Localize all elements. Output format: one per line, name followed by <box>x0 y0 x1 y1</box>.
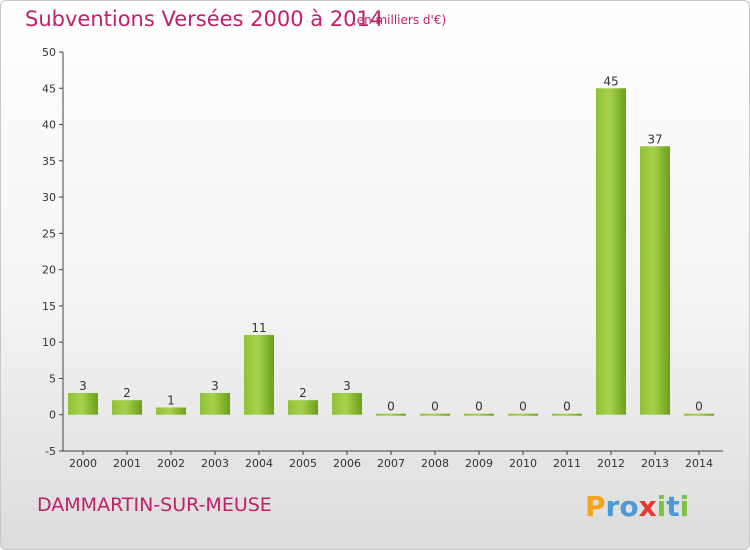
bar-2011 <box>552 413 582 416</box>
bar-2003 <box>200 392 230 415</box>
x-tick-label-2006: 2006 <box>333 457 361 470</box>
y-tick-label: 30 <box>42 191 56 204</box>
y-tick-label: 40 <box>42 119 56 132</box>
bar-2001 <box>112 400 142 415</box>
y-tick-label: 45 <box>42 82 56 95</box>
data-label-2008: 0 <box>431 400 439 414</box>
x-tick-label-2002: 2002 <box>157 457 185 470</box>
data-label-2007: 0 <box>387 400 395 414</box>
data-label-2002: 1 <box>167 393 175 407</box>
x-tick-label-2004: 2004 <box>245 457 273 470</box>
bar-2006 <box>332 392 362 415</box>
data-label-2014: 0 <box>695 400 703 414</box>
data-label-2013: 37 <box>647 132 662 146</box>
x-tick-label-2012: 2012 <box>597 457 625 470</box>
data-label-2003: 3 <box>211 379 219 393</box>
data-label-2001: 2 <box>123 386 131 400</box>
y-tick-label: 15 <box>42 300 56 313</box>
x-tick-label-2010: 2010 <box>509 457 537 470</box>
bar-2004 <box>244 334 274 415</box>
x-tick-label-2008: 2008 <box>421 457 449 470</box>
commune-name: DAMMARTIN-SUR-MEUSE <box>37 494 272 516</box>
x-tick-label-2000: 2000 <box>69 457 97 470</box>
data-label-2000: 3 <box>79 379 87 393</box>
y-tick-label: 35 <box>42 155 56 168</box>
x-tick-label-2003: 2003 <box>201 457 229 470</box>
bars <box>68 88 714 416</box>
y-tick-label: 50 <box>42 46 56 59</box>
labels: 3 2000 2 2001 1 2002 3 2003 11 2004 2 2005 3 2006 0 200… <box>69 74 713 470</box>
data-label-2005: 2 <box>299 386 307 400</box>
x-tick-label-2009: 2009 <box>465 457 493 470</box>
x-tick-label-2011: 2011 <box>553 457 581 470</box>
x-tick-label-2014: 2014 <box>685 457 713 470</box>
proxiti-logo: Proxiti <box>585 490 689 523</box>
y-tick-label: 25 <box>42 227 56 240</box>
bar-2013 <box>640 146 670 415</box>
bar-2009 <box>464 413 494 416</box>
bar-2008 <box>420 413 450 416</box>
y-tick-label: 0 <box>49 409 56 422</box>
bar-2002 <box>156 407 186 415</box>
chart-subtitle: (en milliers d'€) <box>352 13 447 27</box>
bar-2010 <box>508 413 538 416</box>
y-tick-label: 5 <box>49 372 56 385</box>
y-tick-label: -5 <box>45 445 56 458</box>
data-label-2006: 3 <box>343 379 351 393</box>
x-tick-label-2005: 2005 <box>289 457 317 470</box>
y-tick-label: 20 <box>42 264 56 277</box>
bar-2000 <box>68 392 98 415</box>
svg-text:Proxiti: Proxiti <box>585 490 689 523</box>
x-tick-label-2001: 2001 <box>113 457 141 470</box>
x-tick-label-2007: 2007 <box>377 457 405 470</box>
data-label-2004: 11 <box>251 321 266 335</box>
chart-title: Subventions Versées 2000 à 2014 <box>25 7 384 31</box>
bar-2014 <box>684 413 714 416</box>
bar-2005 <box>288 400 318 415</box>
x-tick-label-2013: 2013 <box>641 457 669 470</box>
data-label-2010: 0 <box>519 400 527 414</box>
bar-2007 <box>376 413 406 416</box>
y-tick-label: 10 <box>42 336 56 349</box>
data-label-2011: 0 <box>563 400 571 414</box>
bar-2012 <box>596 88 626 415</box>
data-label-2009: 0 <box>475 400 483 414</box>
data-label-2012: 45 <box>603 74 618 88</box>
